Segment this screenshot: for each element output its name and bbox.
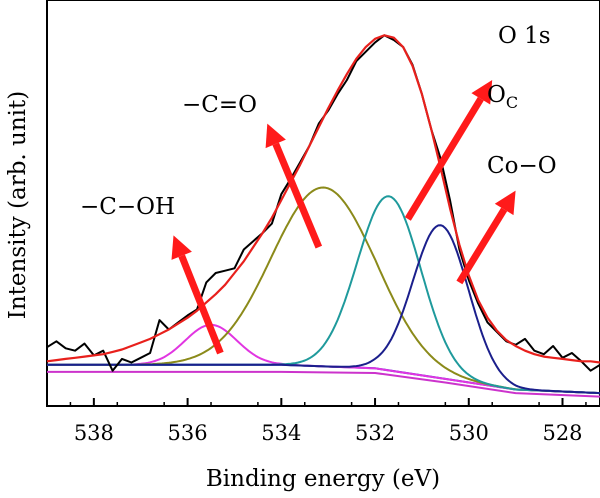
x-tick-label-534: 534 [261, 421, 301, 445]
arrow-shaft-3 [456, 207, 508, 285]
arrow-shaft-2 [404, 97, 484, 221]
annotation-co-o: Co−O [487, 153, 557, 179]
y-axis-title: Intensity (arb. unit) [5, 91, 31, 320]
annotation-c-eq-o: −C=O [182, 92, 257, 118]
x-tick-label-538: 538 [74, 421, 114, 445]
x-ticks: 538 536 534 532 530 528 [69, 398, 587, 445]
x-tick-label-536: 536 [168, 421, 208, 445]
annotation-o-c: OC [487, 82, 518, 112]
arrow-shaft-1 [272, 142, 323, 249]
series-c-oh [47, 323, 600, 395]
series-layer [46, 34, 600, 398]
annotation-c-oh: −C−OH [80, 194, 175, 220]
annotation-o-c-main: O [487, 82, 506, 108]
series-co-o [47, 224, 600, 395]
arrow-head-2 [471, 80, 493, 105]
x-tick-label-528: 528 [542, 421, 582, 445]
arrow-shaft-0 [178, 254, 224, 355]
series-fit [46, 34, 600, 364]
arrow-head-1 [265, 123, 286, 149]
axes-frame [46, 0, 600, 407]
arrow-head-3 [494, 190, 516, 216]
x-tick-label-530: 530 [449, 421, 489, 445]
series-bg-magenta [47, 370, 600, 398]
x-tick-label-532: 532 [355, 421, 395, 445]
annotation-o1s: O 1s [498, 23, 551, 49]
annotation-o-c-sub: C [506, 93, 518, 112]
x-axis-title: Binding energy (eV) [206, 466, 440, 492]
arrow-layer [171, 80, 516, 355]
arrow-head-0 [171, 235, 192, 260]
